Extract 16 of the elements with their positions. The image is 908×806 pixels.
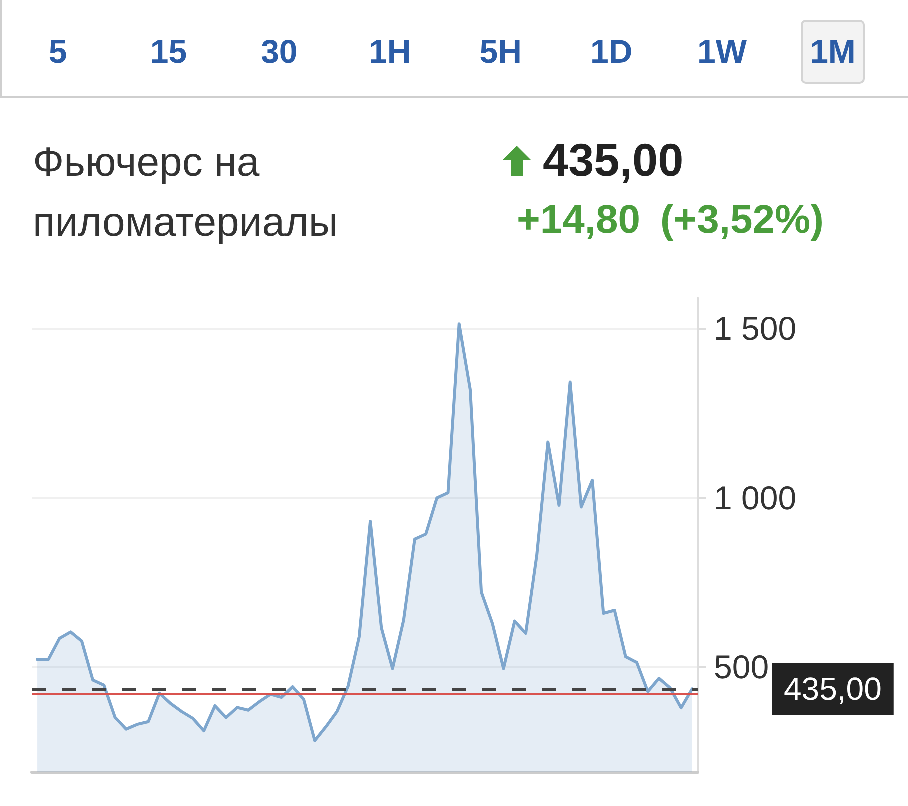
text: 5 <box>26 20 90 84</box>
text: 1H <box>358 20 422 84</box>
y-tick-label: 1 500 <box>714 310 797 347</box>
text: +14,80 <box>517 197 640 244</box>
y-tick-label: 1 000 <box>714 479 797 516</box>
text: 15 <box>136 20 201 84</box>
text: 5H <box>468 20 533 84</box>
ref-line-label: 435,00 <box>784 671 882 708</box>
chart-title: Фьючерс на пиломатериалы <box>33 138 340 247</box>
text: (+3,52%) <box>660 197 824 244</box>
y-tick-label: 500 <box>714 648 770 686</box>
text: 1D <box>580 20 644 84</box>
text: 435,00 <box>543 133 684 187</box>
text: 30 <box>247 20 312 84</box>
text: 1W <box>690 20 754 84</box>
text: 1M <box>801 20 865 84</box>
